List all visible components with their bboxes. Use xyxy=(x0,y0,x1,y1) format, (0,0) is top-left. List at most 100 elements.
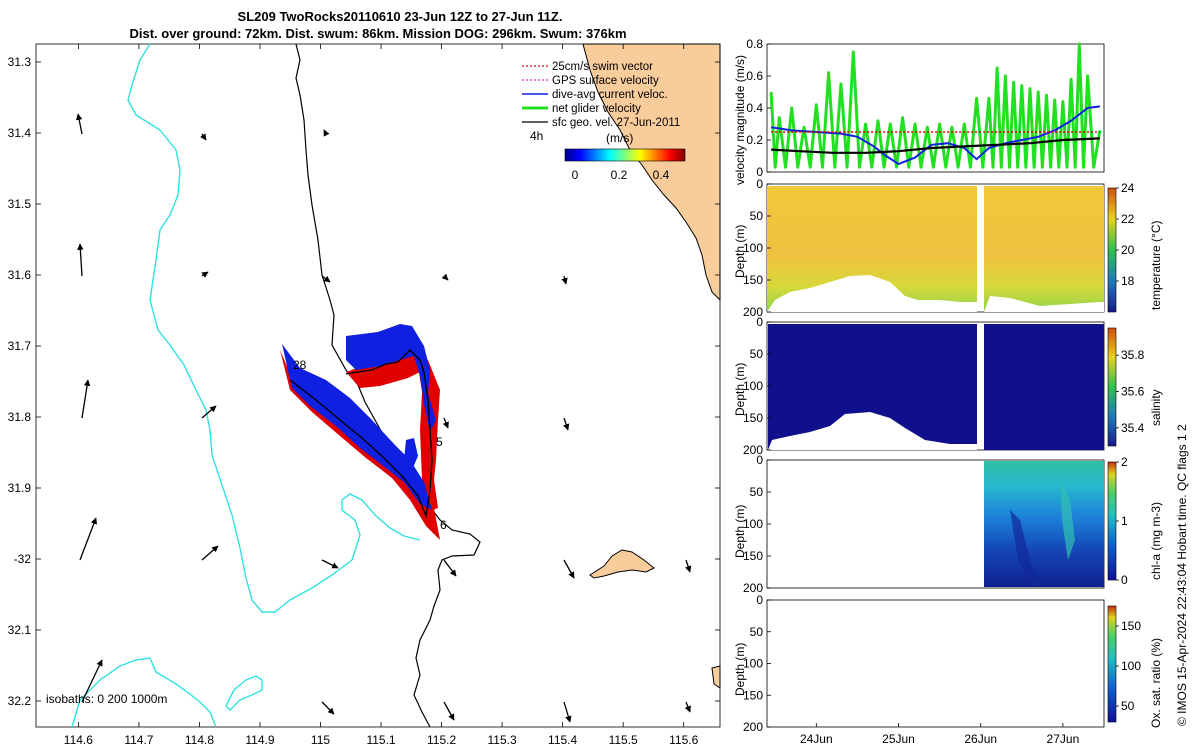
map-xtick-label: 115.5 xyxy=(609,733,638,747)
map-xtick-label: 115.2 xyxy=(427,733,456,747)
date-axis-ticks: 24Jun 25Jun 26Jun 27Jun xyxy=(800,723,1079,746)
salinity-field-b xyxy=(984,324,1104,450)
garden-island xyxy=(711,665,721,689)
colorbar-tick-label: 35.8 xyxy=(1121,348,1145,362)
colorbar-tick-label: 35.6 xyxy=(1121,385,1145,399)
rottnest-island xyxy=(589,549,655,579)
map-xtick-label: 115.1 xyxy=(366,733,395,747)
geo-arrow xyxy=(200,133,207,141)
depth-tick-label: 150 xyxy=(743,411,763,425)
map-xtick-label: 114.6 xyxy=(64,733,93,747)
geo-arrow xyxy=(321,559,339,569)
depth-tick-label: 100 xyxy=(743,241,763,255)
map-axis-ticks: 114.6 114.7 114.8 114.9 115 115.1 115.2 115.3 11… xyxy=(8,44,720,747)
map-xtick-label: 114.7 xyxy=(124,733,153,747)
depth-tick-label: 200 xyxy=(743,581,763,595)
legend-label-dive: dive-avg current veloc. xyxy=(552,89,668,101)
map-colorbar: 4h (m/s) 0 0.2 0.4 xyxy=(530,129,686,182)
oxygen-cblabel: Ox. sat. ratio (%) xyxy=(1149,638,1163,728)
salinity-panel: 0 50 100 150 200 35.4 35.6 35.8 Depth (m) salin… xyxy=(733,315,1163,457)
isobath-1000m-b xyxy=(71,657,217,728)
map-colorbar-tick: 0.2 xyxy=(611,168,628,182)
footer-note: © IMOS 15-Apr-2024 22:43:04 Hobart time.… xyxy=(1175,424,1189,726)
map-colorbar-tick: 0 xyxy=(572,168,579,182)
map-ytick-label: 31.3 xyxy=(8,55,32,69)
map-xtick-label: 115.6 xyxy=(669,733,698,747)
colorbar-tick-label: 50 xyxy=(1121,699,1135,713)
depth-tick-label: 150 xyxy=(743,273,763,287)
geo-arrow xyxy=(81,659,103,703)
colorbar-tick-label: 100 xyxy=(1121,659,1141,673)
title-line-1: SL209 TwoRocks20110610 23-Jun 12Z to 27-… xyxy=(238,9,563,24)
salinity-colorbar xyxy=(1107,327,1117,447)
chlorophyll-field xyxy=(984,461,1104,587)
colorbar-tick-label: 24 xyxy=(1121,181,1135,195)
oxygen-ylabel: Depth (m) xyxy=(733,643,747,696)
title-line-2: Dist. over ground: 72km. Dist. swum: 86k… xyxy=(129,26,626,41)
map-ytick-label: 31.9 xyxy=(8,481,32,495)
velocity-ytick-label: 0 xyxy=(756,165,763,179)
map-colorbar-gradient xyxy=(564,148,686,162)
geo-arrow xyxy=(563,701,572,723)
day-label-5: 5 xyxy=(436,435,443,449)
colorbar-tick-label: 35.4 xyxy=(1121,421,1145,435)
series-dive-avg-current xyxy=(770,105,1101,166)
geo-arrow xyxy=(442,417,449,429)
geo-arrow xyxy=(441,273,449,281)
velocity-ytick-label: 0.8 xyxy=(746,37,763,51)
series-net-glider-velocity xyxy=(769,42,1102,169)
chlorophyll-panel: 0 50 100 150 200 0 1 2 Depth (m) chl-a (mg m-3) xyxy=(733,453,1163,595)
velocity-ytick-label: 0.4 xyxy=(746,101,763,115)
colorbar-tick-label: 0 xyxy=(1121,573,1128,587)
date-tick-label: 24Jun xyxy=(800,732,833,746)
chlorophyll-high-streak xyxy=(1060,480,1075,560)
chlorophyll-cblabel: chl-a (mg m-3) xyxy=(1149,502,1163,580)
geo-arrow xyxy=(201,271,209,278)
current-vector-patch xyxy=(404,438,418,470)
colorbar-tick-label: 1 xyxy=(1121,514,1128,528)
map-time-label: 4h xyxy=(530,129,543,143)
day-label-28: 28 xyxy=(293,358,307,372)
map-ytick-label: 31.6 xyxy=(8,268,32,282)
legend-label-sfc: sfc geo. vel. 27-Jun-2011 xyxy=(552,117,680,129)
legend-label-swim: 25cm/s swim vector xyxy=(552,61,653,73)
temperature-field-a xyxy=(767,186,977,312)
velocity-series xyxy=(769,42,1102,169)
oxygen-colorbar xyxy=(1107,605,1117,723)
temperature-cblabel: temperature (°C) xyxy=(1149,221,1163,311)
depth-tick-label: 200 xyxy=(743,305,763,319)
mainland-coast xyxy=(582,43,721,302)
geo-arrow xyxy=(685,559,692,573)
geo-arrow xyxy=(79,517,97,561)
oxygen-frame xyxy=(766,599,1105,728)
geo-arrow xyxy=(684,701,691,713)
geo-arrow xyxy=(563,559,575,579)
chlorophyll-ylabel: Depth (m) xyxy=(733,505,747,558)
geo-arrow xyxy=(443,559,457,577)
map-ytick-label: 31.4 xyxy=(8,126,32,140)
colorbar-tick-label: 18 xyxy=(1121,274,1135,288)
temperature-ylabel: Depth (m) xyxy=(733,225,747,278)
colorbar-tick-label: 2 xyxy=(1121,455,1128,469)
depth-tick-label: 50 xyxy=(750,625,764,639)
day-label-6: 6 xyxy=(440,518,447,532)
map-xtick-label: 115 xyxy=(311,733,330,747)
sfc-geo-arrows xyxy=(75,113,692,723)
depth-tick-label: 50 xyxy=(750,209,764,223)
map-ytick-label: 31.7 xyxy=(8,339,32,353)
geo-arrow xyxy=(77,243,84,277)
depth-tick-label: 50 xyxy=(750,347,764,361)
map-colorbar-label: (m/s) xyxy=(606,131,633,145)
chlorophyll-ticks: 0 50 100 150 200 0 1 2 xyxy=(743,453,1128,595)
chlorophyll-colorbar xyxy=(1107,461,1117,581)
map-ytick-label: 31.5 xyxy=(8,197,32,211)
chlorophyll-low-streak xyxy=(1010,510,1040,585)
date-tick-label: 27Jun xyxy=(1047,732,1080,746)
geo-arrow xyxy=(563,417,570,431)
velocity-ticks: 0 0.2 0.4 0.6 0.8 xyxy=(746,37,771,179)
geo-arrow xyxy=(561,275,568,285)
depth-tick-label: 100 xyxy=(743,517,763,531)
oxygen-panel: 0 50 100 150 200 50 100 150 Depth (m) Ox. sat. … xyxy=(733,593,1163,746)
series-sfc-geo-velocity xyxy=(771,137,1100,154)
depth-tick-label: 150 xyxy=(743,688,763,702)
